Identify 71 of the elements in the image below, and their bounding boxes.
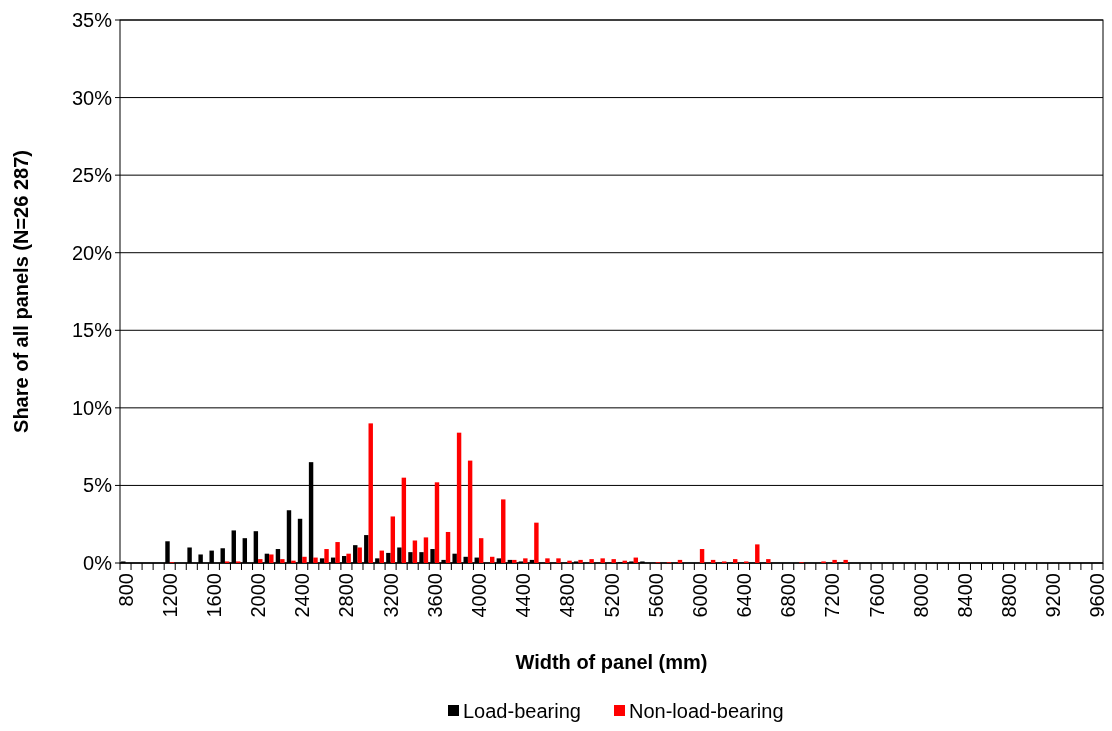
y-tick-label: 15%: [71, 319, 113, 342]
bar: [302, 556, 307, 563]
bar: [368, 423, 373, 563]
x-axis-title: Width of panel (mm): [515, 651, 708, 673]
y-tick-label: 0%: [83, 552, 113, 574]
x-tick-label: 4800: [556, 573, 579, 618]
bar: [755, 544, 760, 563]
legend-label: Non-load-bearing: [629, 700, 784, 722]
bar: [434, 482, 440, 563]
bar: [501, 499, 506, 563]
x-tick-label: 7600: [865, 573, 888, 618]
bar: [534, 522, 539, 563]
x-tick-label: 6000: [688, 573, 711, 618]
x-tick-label: 1200: [158, 573, 181, 618]
x-tick-label: 2400: [291, 573, 314, 618]
x-tick-label: 4000: [467, 573, 490, 618]
bar: [401, 477, 407, 563]
bar: [467, 460, 473, 563]
bar: [390, 516, 396, 563]
y-tick-label: 20%: [71, 241, 113, 264]
x-tick-label: 2800: [335, 573, 358, 618]
bar: [578, 559, 583, 563]
bar: [567, 560, 572, 563]
x-tick-label: 9600: [1086, 573, 1109, 618]
bar: [732, 559, 738, 563]
bar: [269, 554, 274, 563]
bar: [478, 538, 484, 563]
bar: [346, 553, 351, 563]
x-tick-label: 8000: [909, 573, 932, 618]
y-tick-label: 35%: [71, 9, 113, 31]
bar: [313, 557, 318, 563]
legend-label: Load-bearing: [463, 700, 581, 722]
x-tick-label: 9200: [1042, 573, 1065, 618]
x-tick-label: 6400: [733, 573, 756, 618]
x-tick-label: 8400: [953, 573, 976, 618]
bar: [611, 559, 616, 563]
y-tick-label: 10%: [71, 396, 113, 419]
bar: [445, 531, 451, 563]
x-tick-label: 3600: [423, 573, 446, 618]
bar: [280, 559, 285, 563]
bar: [258, 559, 263, 563]
bar: [832, 559, 837, 563]
bar: [357, 547, 362, 563]
y-tick-label: 25%: [71, 164, 113, 187]
bar: [512, 559, 517, 563]
y-tick-label: 30%: [71, 86, 113, 109]
x-tick-label: 7200: [821, 573, 844, 618]
bar: [291, 560, 296, 563]
bar: [456, 432, 462, 563]
x-tick-label: 800: [114, 573, 137, 607]
y-tick-label: 5%: [83, 474, 113, 497]
bar: [766, 559, 771, 563]
bar: [600, 558, 605, 563]
x-tick-label: 5200: [600, 573, 623, 618]
bar: [556, 558, 561, 563]
x-tick-label: 1600: [202, 573, 225, 618]
y-axis-title: Share of all panels (N=26 287): [10, 150, 32, 433]
bar: [335, 542, 340, 563]
x-tick-label: 2000: [247, 573, 270, 618]
bar: [324, 549, 329, 563]
bar: [843, 559, 848, 563]
x-tick-label: 5600: [644, 573, 667, 618]
bar: [545, 558, 550, 563]
bar: [589, 559, 594, 563]
x-tick-label: 6800: [777, 573, 800, 618]
bar: [423, 537, 429, 563]
x-tick-label: 4400: [512, 573, 535, 618]
bar: [523, 558, 528, 563]
x-tick-label: 8800: [998, 573, 1021, 618]
x-tick-label: 3200: [379, 573, 402, 618]
bar: [699, 549, 705, 563]
